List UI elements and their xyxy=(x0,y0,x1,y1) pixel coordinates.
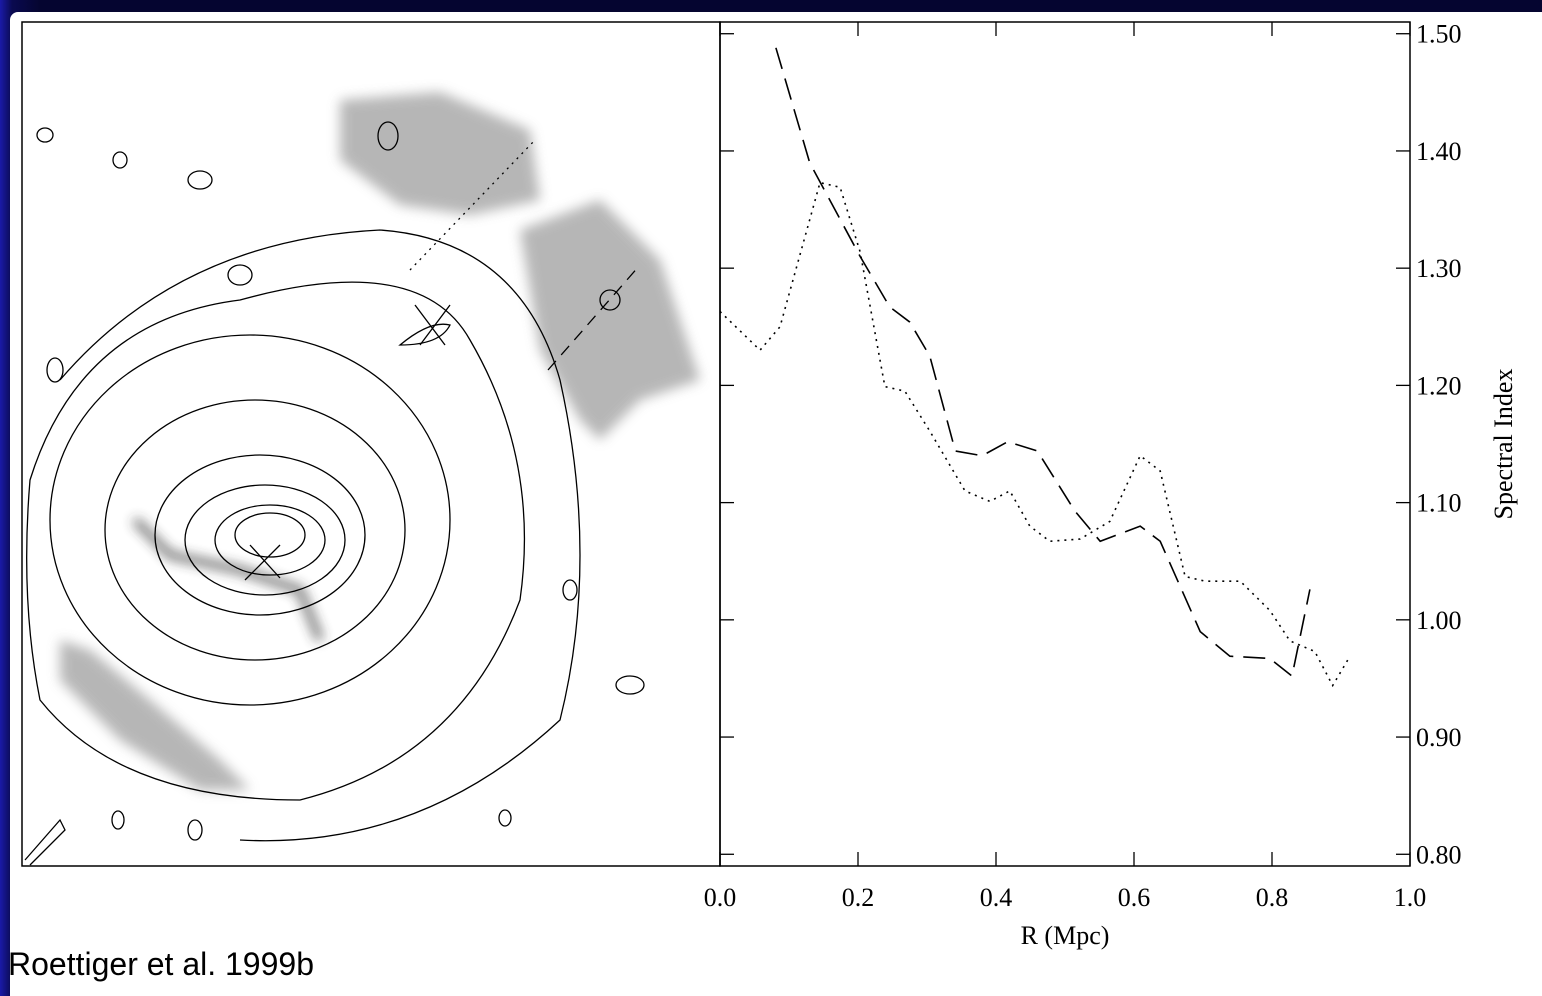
x-axis-title: R (Mpc) xyxy=(1021,921,1110,950)
plot-frame xyxy=(719,21,1411,867)
x-tick-label: 0.8 xyxy=(1256,883,1289,912)
x-tick-label: 1.0 xyxy=(1394,883,1427,912)
series-line xyxy=(775,47,1311,678)
x-tick-label: 0.2 xyxy=(842,883,875,912)
y-tick-label: 1.20 xyxy=(1416,371,1462,400)
y-tick-label: 1.10 xyxy=(1416,489,1462,518)
x-tick-label: 0.0 xyxy=(704,883,737,912)
x-tick-label: 0.4 xyxy=(980,883,1013,912)
y-tick-label: 0.80 xyxy=(1416,840,1462,869)
y-tick-label: 0.90 xyxy=(1416,723,1462,752)
y-tick-label: 1.00 xyxy=(1416,606,1462,635)
y-axis-title: Spectral Index xyxy=(1489,369,1518,520)
y-tick-label: 1.50 xyxy=(1416,20,1462,49)
series-line xyxy=(719,181,1351,688)
x-tick-label: 0.6 xyxy=(1118,883,1151,912)
radio-map xyxy=(21,21,721,867)
y-tick-label: 1.30 xyxy=(1416,254,1462,283)
y-tick-label: 1.40 xyxy=(1416,137,1462,166)
caption: Roettiger et al. 1999b xyxy=(8,946,314,982)
